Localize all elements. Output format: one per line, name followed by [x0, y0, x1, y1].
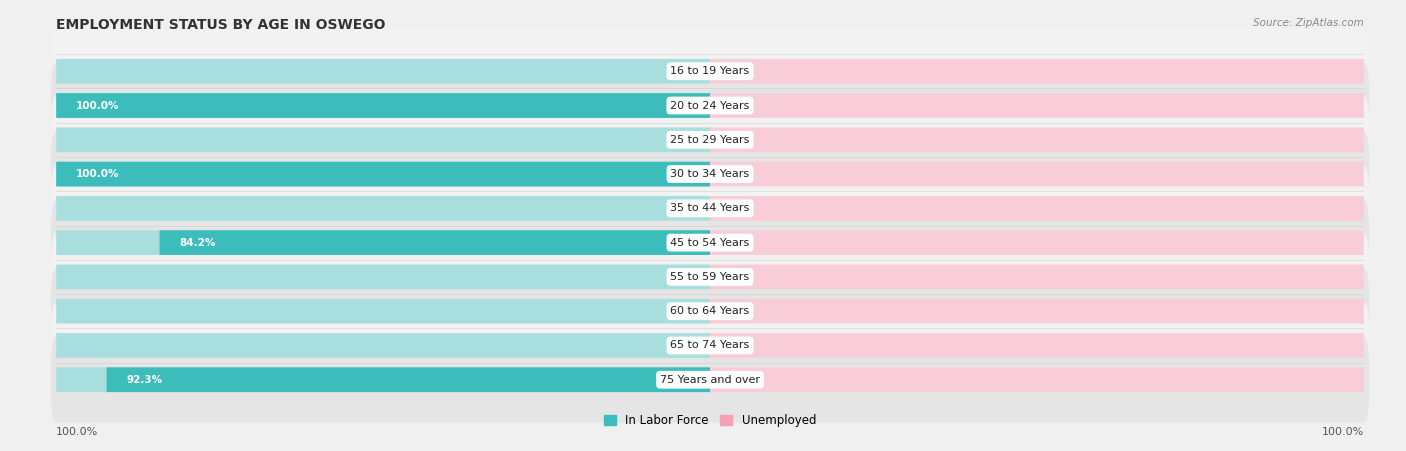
FancyBboxPatch shape	[56, 368, 710, 392]
Text: 0.0%: 0.0%	[671, 203, 697, 213]
FancyBboxPatch shape	[56, 299, 710, 323]
FancyBboxPatch shape	[56, 196, 710, 221]
Legend: In Labor Force, Unemployed: In Labor Force, Unemployed	[599, 410, 821, 432]
Text: 0.0%: 0.0%	[723, 375, 749, 385]
FancyBboxPatch shape	[710, 93, 1364, 118]
Text: 0.0%: 0.0%	[723, 66, 749, 76]
Text: 0.0%: 0.0%	[723, 169, 749, 179]
FancyBboxPatch shape	[710, 333, 1364, 358]
Text: 0.0%: 0.0%	[723, 135, 749, 145]
FancyBboxPatch shape	[107, 368, 710, 392]
FancyBboxPatch shape	[51, 63, 1369, 148]
FancyBboxPatch shape	[56, 93, 710, 118]
FancyBboxPatch shape	[56, 93, 710, 118]
Text: 100.0%: 100.0%	[56, 428, 98, 437]
Text: 0.0%: 0.0%	[723, 203, 749, 213]
FancyBboxPatch shape	[710, 162, 1364, 186]
FancyBboxPatch shape	[51, 166, 1369, 251]
Text: 45 to 54 Years: 45 to 54 Years	[671, 238, 749, 248]
Text: 0.0%: 0.0%	[671, 135, 697, 145]
FancyBboxPatch shape	[710, 299, 1364, 323]
FancyBboxPatch shape	[51, 28, 1369, 114]
FancyBboxPatch shape	[56, 162, 710, 186]
Text: 0.0%: 0.0%	[723, 238, 749, 248]
FancyBboxPatch shape	[56, 333, 710, 358]
FancyBboxPatch shape	[159, 230, 710, 255]
FancyBboxPatch shape	[51, 303, 1369, 388]
FancyBboxPatch shape	[710, 265, 1364, 289]
FancyBboxPatch shape	[56, 162, 710, 186]
Text: 55 to 59 Years: 55 to 59 Years	[671, 272, 749, 282]
FancyBboxPatch shape	[710, 59, 1364, 83]
Text: 30 to 34 Years: 30 to 34 Years	[671, 169, 749, 179]
Text: 0.0%: 0.0%	[723, 272, 749, 282]
Text: 100.0%: 100.0%	[76, 169, 120, 179]
Text: 0.0%: 0.0%	[671, 66, 697, 76]
Text: 100.0%: 100.0%	[1322, 428, 1364, 437]
Text: 0.0%: 0.0%	[671, 272, 697, 282]
Text: 0.0%: 0.0%	[723, 341, 749, 350]
FancyBboxPatch shape	[710, 128, 1364, 152]
Text: 75 Years and over: 75 Years and over	[659, 375, 761, 385]
Text: 25 to 29 Years: 25 to 29 Years	[671, 135, 749, 145]
Text: 84.2%: 84.2%	[179, 238, 215, 248]
FancyBboxPatch shape	[710, 230, 1364, 255]
FancyBboxPatch shape	[51, 337, 1369, 423]
Text: Source: ZipAtlas.com: Source: ZipAtlas.com	[1253, 18, 1364, 28]
Text: 65 to 74 Years: 65 to 74 Years	[671, 341, 749, 350]
Text: 60 to 64 Years: 60 to 64 Years	[671, 306, 749, 316]
Text: 0.0%: 0.0%	[723, 101, 749, 110]
FancyBboxPatch shape	[51, 268, 1369, 354]
Text: EMPLOYMENT STATUS BY AGE IN OSWEGO: EMPLOYMENT STATUS BY AGE IN OSWEGO	[56, 18, 385, 32]
FancyBboxPatch shape	[51, 131, 1369, 217]
FancyBboxPatch shape	[56, 265, 710, 289]
FancyBboxPatch shape	[51, 234, 1369, 320]
FancyBboxPatch shape	[56, 230, 710, 255]
Text: 20 to 24 Years: 20 to 24 Years	[671, 101, 749, 110]
FancyBboxPatch shape	[51, 200, 1369, 285]
FancyBboxPatch shape	[56, 128, 710, 152]
Text: 0.0%: 0.0%	[723, 306, 749, 316]
FancyBboxPatch shape	[56, 59, 710, 83]
Text: 0.0%: 0.0%	[671, 306, 697, 316]
FancyBboxPatch shape	[710, 196, 1364, 221]
Text: 100.0%: 100.0%	[76, 101, 120, 110]
Text: 92.3%: 92.3%	[127, 375, 162, 385]
FancyBboxPatch shape	[51, 97, 1369, 183]
Text: 16 to 19 Years: 16 to 19 Years	[671, 66, 749, 76]
Text: 35 to 44 Years: 35 to 44 Years	[671, 203, 749, 213]
Text: 0.0%: 0.0%	[671, 341, 697, 350]
FancyBboxPatch shape	[710, 368, 1364, 392]
